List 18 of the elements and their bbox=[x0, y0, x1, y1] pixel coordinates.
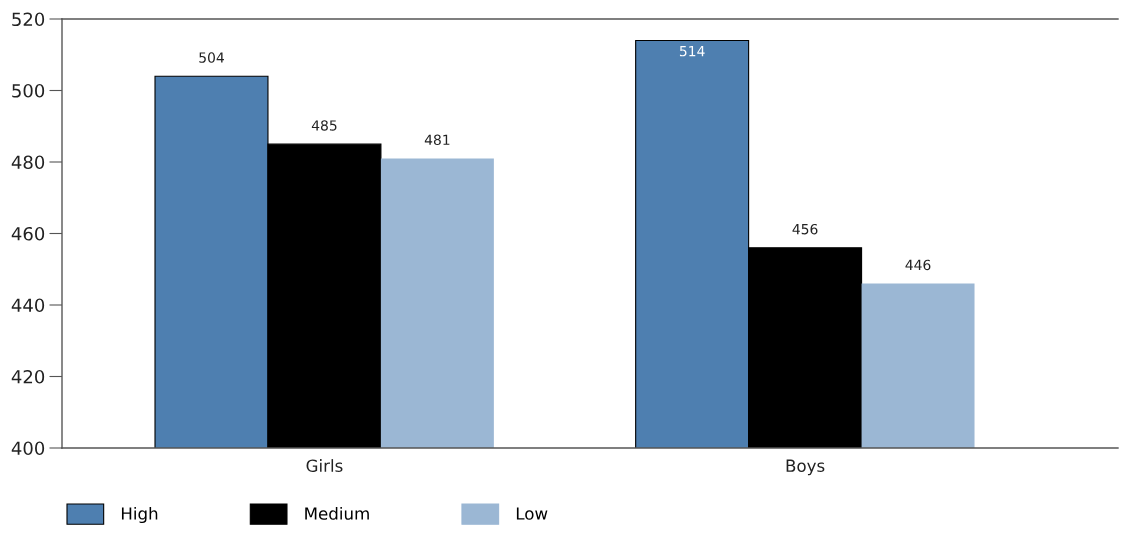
data-label: 481 bbox=[424, 134, 450, 146]
y-tick-label: 460 bbox=[11, 226, 45, 241]
y-tick-label: 420 bbox=[11, 369, 45, 384]
data-label: 456 bbox=[792, 223, 818, 235]
y-tick-label: 500 bbox=[12, 83, 45, 98]
data-label: 514 bbox=[679, 46, 705, 57]
x-tick-label: Boys bbox=[786, 459, 825, 476]
y-tick-label: 400 bbox=[11, 441, 45, 456]
data-label: 504 bbox=[199, 52, 224, 63]
y-tick-label: 520 bbox=[12, 12, 45, 27]
data-label: 485 bbox=[311, 120, 337, 131]
legend-label: Low bbox=[516, 507, 548, 520]
data-label: 446 bbox=[905, 259, 931, 271]
legend-label: High bbox=[121, 506, 158, 524]
y-tick-label: 480 bbox=[11, 155, 45, 170]
y-tick-label: 440 bbox=[11, 298, 45, 313]
legend-label: Medium bbox=[305, 506, 369, 520]
x-tick-label: Girls bbox=[306, 459, 343, 473]
